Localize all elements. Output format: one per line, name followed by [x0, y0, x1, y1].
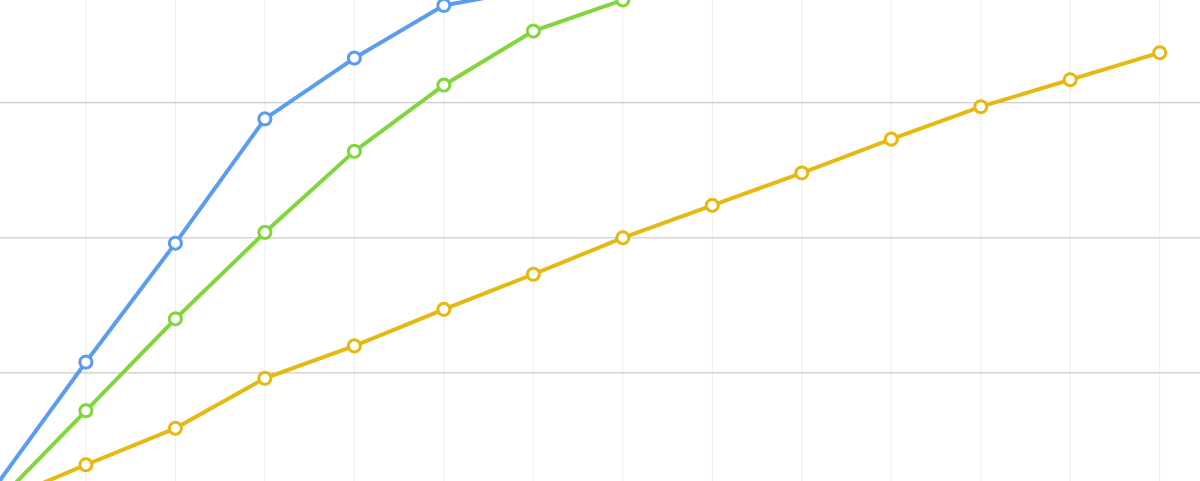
point-marker: [346, 143, 362, 159]
point-marker: [257, 224, 273, 240]
point-marker: [78, 354, 94, 370]
point-marker: [525, 23, 541, 39]
point-marker: [1062, 72, 1078, 88]
point-marker: [973, 99, 989, 115]
series-line: [14, 0, 624, 481]
point-marker: [167, 235, 183, 251]
point-marker: [883, 131, 899, 147]
point-marker: [257, 111, 273, 127]
point-marker: [794, 165, 810, 181]
series-line: [42, 50, 1161, 481]
point-marker: [78, 457, 94, 473]
point-marker: [615, 0, 631, 8]
point-marker: [1152, 45, 1168, 61]
point-marker: [704, 197, 720, 213]
point-marker: [167, 420, 183, 436]
point-marker: [436, 0, 452, 13]
point-marker: [525, 266, 541, 282]
point-marker: [436, 77, 452, 93]
point-marker: [78, 403, 94, 419]
point-marker: [346, 50, 362, 66]
point-marker: [257, 370, 273, 386]
point-marker: [615, 230, 631, 246]
point-marker: [167, 311, 183, 327]
point-marker: [346, 338, 362, 354]
point-marker: [436, 301, 452, 317]
